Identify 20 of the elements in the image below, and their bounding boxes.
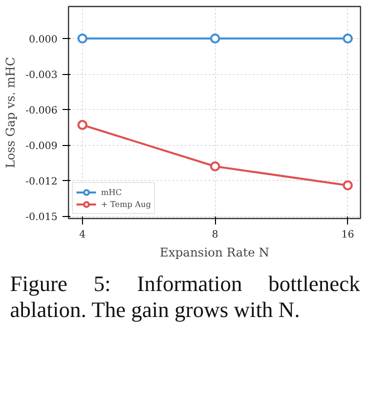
y-tick-label: -0.012 [25,176,58,188]
legend-label: mHC [101,186,122,198]
y-tick-label: -0.003 [25,70,58,82]
point [77,33,88,44]
y-axis-title: Loss Gap vs. mHC [3,56,18,168]
y-tick-label: -0.009 [25,141,58,152]
y-tick-label: -0.015 [25,212,58,224]
point [210,33,220,44]
point [342,33,353,44]
point [77,120,88,130]
x-tick-label: 16 [341,230,354,240]
x-tick-label: 8 [212,230,218,240]
x-axis-title: Expansion Rate N [160,246,270,260]
caption: Figure 5: Information bottleneck ablation. The gain grows with N. [10,271,360,324]
point [210,161,220,172]
y-tick-label: 0.000 [28,34,58,46]
legend-label: + Temp Aug [101,198,151,210]
y-tick-label: -0.006 [25,106,58,117]
point [342,180,353,190]
x-tick-label: 4 [79,230,86,240]
